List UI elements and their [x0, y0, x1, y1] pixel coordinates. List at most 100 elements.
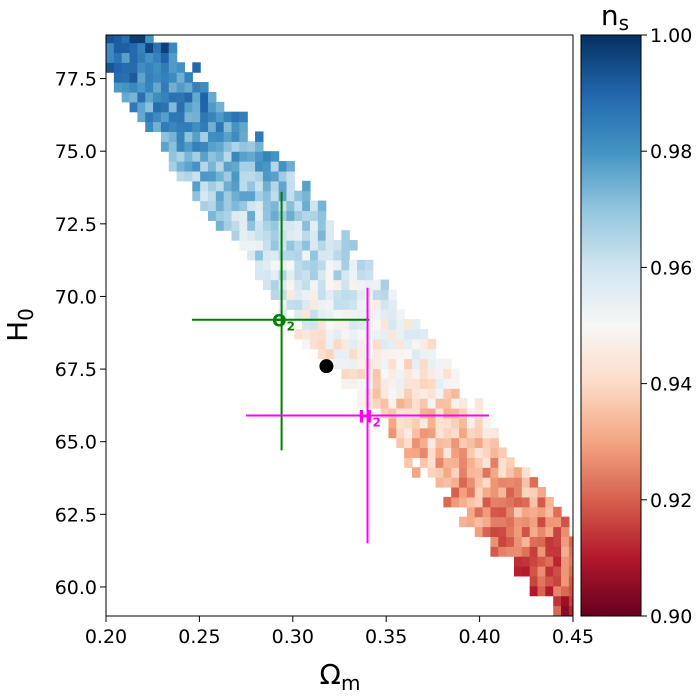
heatmap-cell	[459, 417, 468, 429]
heatmap-cell	[513, 536, 523, 547]
colorbar-frame	[580, 34, 642, 617]
heatmap-cell	[341, 348, 350, 360]
heatmap-cell	[215, 131, 225, 142]
heatmap-cell	[176, 62, 186, 73]
heatmap-cell	[513, 566, 523, 577]
heatmap-cell	[270, 180, 280, 192]
heatmap-cell	[333, 289, 342, 300]
marker-label: H2	[358, 408, 381, 430]
heatmap-cell	[364, 279, 374, 291]
heatmap-cell	[545, 575, 554, 587]
heatmap-cell	[200, 170, 209, 182]
heatmap-cell	[192, 121, 201, 133]
heatmap-cell	[184, 82, 193, 93]
heatmap-cell	[325, 299, 335, 310]
heatmap-cell	[427, 338, 437, 350]
heatmap-cell	[521, 526, 531, 537]
heatmap-cell	[506, 536, 515, 547]
heatmap-cell	[184, 111, 193, 123]
heatmap-cell	[545, 585, 554, 597]
heatmap-cell	[113, 62, 123, 73]
heatmap-cell	[357, 368, 366, 379]
heatmap-cell	[184, 91, 193, 103]
heatmap-cell	[498, 516, 507, 528]
heatmap-cell	[192, 170, 201, 182]
heatmap-cell	[192, 141, 201, 152]
heatmap-cell	[490, 447, 499, 458]
heatmap-cell	[153, 82, 162, 93]
x-tick-label: 0.45	[552, 626, 594, 648]
x-tick-label: 0.40	[458, 626, 500, 648]
heatmap-cell	[380, 299, 390, 310]
heatmap-cell	[262, 161, 272, 172]
heatmap-cell	[317, 279, 327, 291]
heatmap-cell	[474, 427, 484, 439]
heatmap-cell	[239, 200, 248, 212]
heatmap-cell	[435, 398, 444, 409]
heatmap-cell	[294, 220, 303, 231]
heatmap-cell	[106, 52, 115, 63]
heatmap-cell	[443, 398, 452, 409]
heatmap-cell	[270, 230, 280, 241]
heatmap-cell	[176, 151, 186, 162]
heatmap-cell	[529, 516, 539, 528]
heatmap-cell	[529, 546, 539, 557]
heatmap-cell	[466, 437, 476, 449]
heatmap-cell	[396, 338, 405, 350]
heatmap-cell	[262, 230, 272, 241]
heatmap-cell	[380, 309, 390, 320]
heatmap-cell	[160, 111, 170, 123]
heatmap-cell	[372, 319, 382, 330]
heatmap-cell	[255, 200, 264, 212]
heatmap-cell	[357, 259, 366, 271]
heatmap-cell	[349, 259, 358, 271]
x-tick-label: 0.35	[365, 626, 407, 648]
heatmap-cell	[137, 111, 146, 123]
heatmap-cell	[192, 82, 201, 93]
heatmap-cell	[333, 348, 342, 360]
heatmap-cell	[270, 200, 280, 212]
heatmap-cell	[404, 388, 413, 399]
heatmap-cell	[498, 447, 507, 458]
heatmap-cell	[145, 91, 154, 103]
heatmap-cell	[153, 72, 162, 83]
heatmap-cell	[121, 72, 131, 83]
heatmap-cell	[388, 328, 397, 340]
heatmap-cell	[145, 72, 154, 83]
colorbar-title: ns	[601, 0, 629, 35]
heatmap-cell	[466, 477, 476, 488]
heatmap-cell	[490, 516, 499, 528]
heatmap-cell	[490, 427, 499, 439]
heatmap-cell	[521, 536, 531, 547]
heatmap-cell	[176, 131, 186, 142]
heatmap-cell	[207, 141, 217, 152]
heatmap-cell	[145, 82, 154, 93]
heatmap-cell	[396, 417, 405, 429]
heatmap-cell	[286, 279, 295, 291]
heatmap-cell	[435, 457, 444, 468]
y-tick-label: 65.0	[55, 432, 97, 454]
heatmap-cell	[482, 526, 492, 537]
heatmap-cell	[357, 328, 366, 340]
heatmap-cell	[231, 141, 240, 152]
heatmap-cell	[482, 467, 492, 478]
heatmap-cell	[396, 348, 405, 360]
heatmap-cell	[223, 190, 233, 202]
heatmap-cell	[317, 309, 327, 320]
heatmap-cell	[215, 190, 225, 202]
heatmap-cell	[364, 269, 374, 281]
heatmap-cell	[537, 487, 546, 498]
heatmap-cell	[231, 180, 240, 192]
heatmap-cell	[474, 467, 484, 478]
heatmap-cell	[427, 457, 437, 468]
heatmap-cell	[309, 279, 319, 291]
heatmap-cell	[482, 516, 492, 528]
heatmap-cell	[200, 151, 209, 162]
heatmap-cell	[325, 319, 335, 330]
heatmap-cell	[231, 170, 240, 182]
heatmap-cell	[121, 82, 131, 93]
heatmap-cell	[153, 62, 162, 73]
heatmap-cell	[137, 72, 146, 83]
heatmap-cell	[121, 91, 131, 103]
